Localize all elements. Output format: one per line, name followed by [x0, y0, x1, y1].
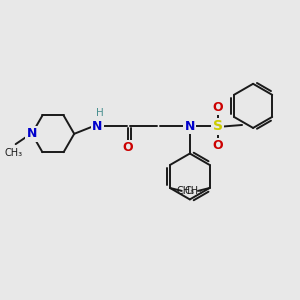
Text: O: O [123, 141, 134, 154]
Text: O: O [212, 139, 223, 152]
Text: H: H [96, 108, 104, 118]
Text: O: O [212, 101, 223, 114]
Text: CH₃: CH₃ [185, 186, 203, 196]
Text: CH₃: CH₃ [4, 148, 22, 158]
Text: S: S [213, 119, 223, 134]
Text: CH₃: CH₃ [177, 186, 195, 196]
Text: N: N [27, 127, 37, 140]
Text: N: N [184, 120, 195, 133]
Text: N: N [92, 120, 102, 133]
